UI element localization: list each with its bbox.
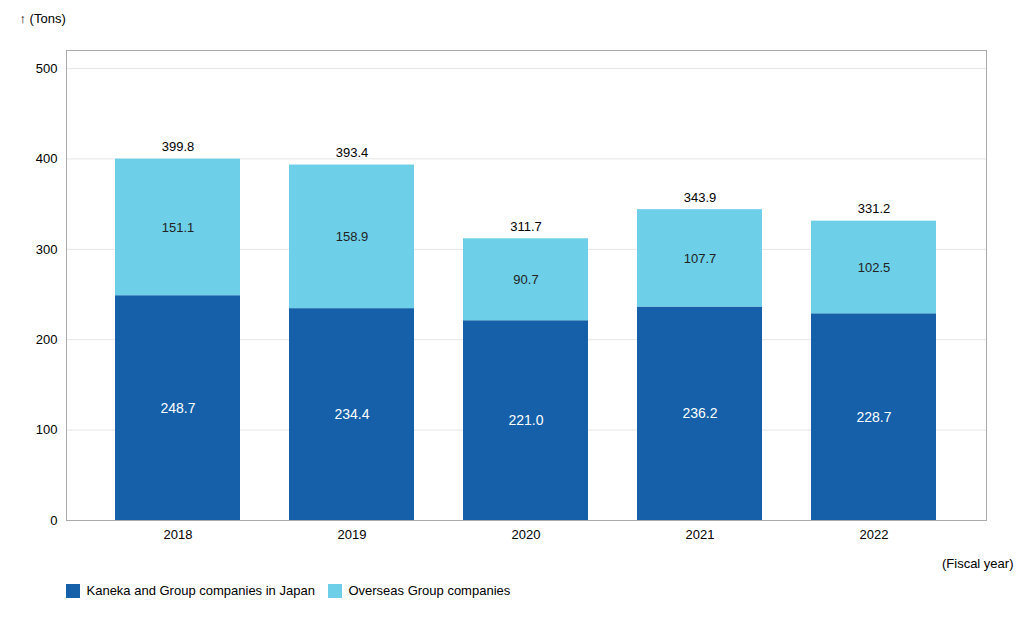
svg-text:343.9: 343.9 [684,190,717,205]
svg-text:2020: 2020 [512,527,541,542]
svg-text:2019: 2019 [338,527,367,542]
svg-text:↑ (Tons): ↑ (Tons) [20,11,66,26]
html-text:Overseas Group companies: Overseas Group companies [348,583,511,598]
svg-text:248.7: 248.7 [160,400,195,416]
svg-text:236.2: 236.2 [682,405,717,421]
svg-text:300: 300 [36,242,58,257]
svg-text:399.8: 399.8 [162,139,195,154]
svg-text:400: 400 [36,151,58,166]
svg-text:200: 200 [36,332,58,347]
svg-text:2018: 2018 [164,527,193,542]
svg-text:228.7: 228.7 [856,409,891,425]
svg-text:0: 0 [50,513,57,528]
svg-text:2021: 2021 [686,527,715,542]
svg-text:100: 100 [36,422,58,437]
svg-text:107.7: 107.7 [684,250,717,265]
svg-text:500: 500 [36,61,58,76]
svg-text:234.4: 234.4 [334,406,369,422]
svg-text:221.0: 221.0 [508,412,543,428]
html-text:Kaneka and Group companies in: Kaneka and Group companies in Japan [86,583,315,598]
svg-text:311.7: 311.7 [510,219,542,234]
svg-text:151.1: 151.1 [162,220,195,235]
svg-text:(Fiscal year): (Fiscal year) [942,556,1014,571]
svg-text:2022: 2022 [860,527,889,542]
svg-text:102.5: 102.5 [858,260,891,275]
svg-text:158.9: 158.9 [336,229,369,244]
svg-text:331.2: 331.2 [858,201,891,216]
svg-text:393.4: 393.4 [336,145,369,160]
svg-text:90.7: 90.7 [513,272,538,287]
